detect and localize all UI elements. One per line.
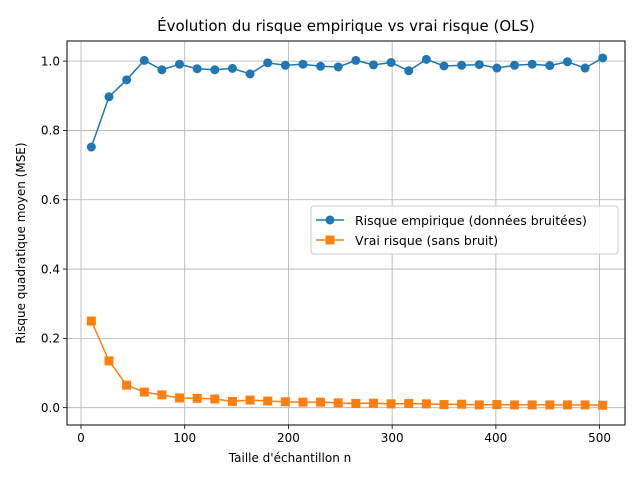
x-tick-label: 400 [484,431,507,445]
data-point-risque-empirique [474,60,484,70]
data-point-vrai-risque [492,400,502,410]
data-point-vrai-risque [316,397,326,407]
data-point-vrai-risque [474,400,484,410]
data-point-vrai-risque [562,400,572,410]
legend-label-risque-empirique: Risque empirique (données bruitées) [355,213,587,228]
data-point-vrai-risque [192,393,202,403]
data-point-vrai-risque [421,399,431,409]
data-point-vrai-risque [527,400,537,410]
data-point-risque-empirique [386,57,396,67]
data-point-risque-empirique [562,57,572,67]
x-tick-label: 300 [381,431,404,445]
data-point-risque-empirique [210,65,220,75]
grid [67,41,625,425]
chart-title: Évolution du risque empirique vs vrai ri… [157,16,535,35]
data-point-vrai-risque [386,399,396,409]
data-point-vrai-risque [210,394,220,404]
y-axis-label: Risque quadratique moyen (MSE) [14,142,28,343]
plot-frame [66,40,626,426]
legend: Risque empirique (données bruitées) Vrai… [310,205,619,255]
y-tick-label: 0.2 [41,332,60,346]
data-point-risque-empirique [139,55,149,65]
data-point-risque-empirique [175,59,185,69]
data-point-risque-empirique [404,66,414,76]
data-point-risque-empirique [545,61,555,71]
legend-label-vrai-risque: Vrai risque (sans bruit) [355,233,498,248]
x-tick-label: 100 [173,431,196,445]
data-point-vrai-risque [545,400,555,410]
data-point-vrai-risque [404,399,414,409]
data-point-vrai-risque [457,399,467,409]
x-axis-label: Taille d'échantillon n [228,451,351,465]
data-point-risque-empirique [104,92,114,102]
data-point-vrai-risque [298,397,308,407]
y-tick-label: 0.4 [41,262,60,276]
legend-frame [310,205,619,255]
data-point-risque-empirique [263,58,273,68]
data-point-risque-empirique [280,60,290,70]
data-point-risque-empirique [298,59,308,69]
data-point-vrai-risque [157,390,167,400]
data-point-risque-empirique [598,53,608,63]
data-point-vrai-risque [333,398,343,408]
data-point-vrai-risque [175,393,185,403]
data-point-vrai-risque [580,400,590,410]
data-point-risque-empirique [245,69,255,79]
axis-ticks: 0 100 200 300 400 500 0.0 0.2 0.4 0.6 0.8 1.0 [41,54,611,445]
x-tick-label: 200 [277,431,300,445]
data-point-risque-empirique [439,61,449,71]
data-point-vrai-risque [86,316,96,326]
data-point-vrai-risque [439,400,449,410]
x-tick-label: 0 [77,431,85,445]
data-point-vrai-risque [104,356,114,366]
data-point-risque-empirique [351,55,361,65]
data-point-risque-empirique [333,62,343,72]
data-point-risque-empirique [527,59,537,69]
data-point-risque-empirique [580,63,590,73]
data-point-vrai-risque [245,395,255,405]
plot-series [86,53,608,410]
data-point-vrai-risque [510,400,520,410]
y-tick-label: 0.8 [41,124,60,138]
data-point-risque-empirique [192,64,202,74]
y-tick-label: 0.6 [41,193,60,207]
data-point-vrai-risque [263,396,273,406]
data-point-vrai-risque [598,400,608,410]
data-point-risque-empirique [457,60,467,70]
data-point-risque-empirique [316,61,326,71]
y-tick-label: 1.0 [41,54,60,68]
data-point-risque-empirique [368,60,378,70]
data-point-risque-empirique [227,63,237,73]
legend-marker-risque-empirique [325,215,335,225]
data-point-vrai-risque [351,399,361,409]
data-point-vrai-risque [280,397,290,407]
data-point-risque-empirique [421,54,431,64]
data-point-risque-empirique [86,142,96,152]
data-point-vrai-risque [139,387,149,397]
data-point-risque-empirique [157,65,167,75]
data-point-risque-empirique [492,63,502,73]
data-point-risque-empirique [122,75,132,85]
x-tick-label: 500 [588,431,611,445]
data-point-vrai-risque [368,398,378,408]
data-point-vrai-risque [122,380,132,390]
data-point-vrai-risque [227,396,237,406]
legend-marker-vrai-risque [325,235,335,245]
data-point-risque-empirique [510,60,520,70]
y-tick-label: 0.0 [41,401,60,415]
